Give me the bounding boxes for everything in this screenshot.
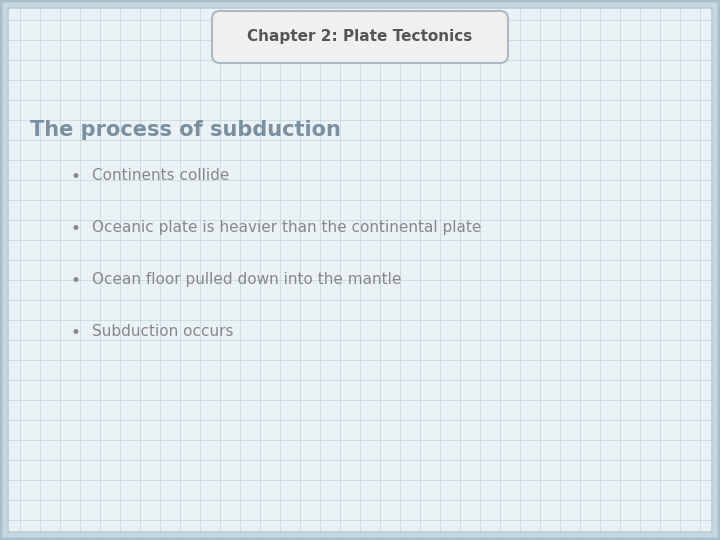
Text: Continents collide: Continents collide: [92, 168, 230, 183]
Text: The process of subduction: The process of subduction: [30, 120, 341, 140]
Text: Subduction occurs: Subduction occurs: [92, 324, 233, 339]
Text: Ocean floor pulled down into the mantle: Ocean floor pulled down into the mantle: [92, 272, 401, 287]
Text: •: •: [70, 168, 80, 186]
Text: Chapter 2: Plate Tectonics: Chapter 2: Plate Tectonics: [248, 30, 472, 44]
FancyBboxPatch shape: [212, 11, 508, 63]
Text: •: •: [70, 324, 80, 342]
Text: •: •: [70, 272, 80, 290]
FancyBboxPatch shape: [8, 8, 712, 532]
Text: Oceanic plate is heavier than the continental plate: Oceanic plate is heavier than the contin…: [92, 220, 482, 235]
Text: •: •: [70, 220, 80, 238]
